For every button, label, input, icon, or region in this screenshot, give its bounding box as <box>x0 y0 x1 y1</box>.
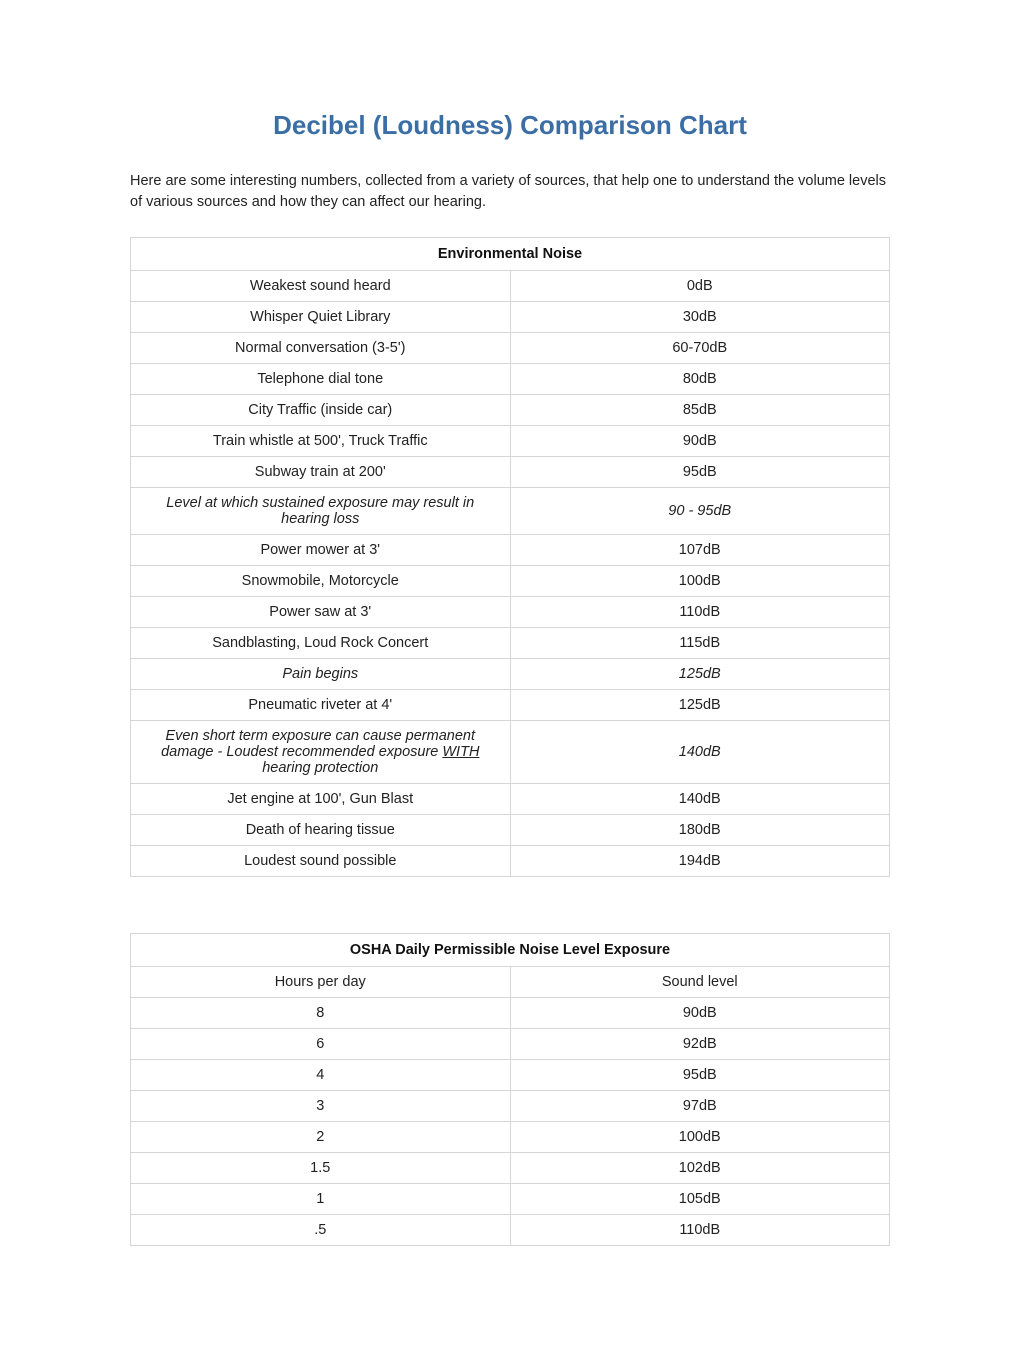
env-row-value: 107dB <box>510 535 890 566</box>
env-row-value: 85dB <box>510 395 890 426</box>
table-row: Telephone dial tone80dB <box>131 364 890 395</box>
table-row: Level at which sustained exposure may re… <box>131 488 890 535</box>
env-table-header: Environmental Noise <box>131 238 890 271</box>
table-row: Train whistle at 500', Truck Traffic90dB <box>131 426 890 457</box>
env-row-value: 30dB <box>510 302 890 333</box>
osha-row-hours: .5 <box>131 1215 511 1246</box>
table-row: Loudest sound possible194dB <box>131 846 890 877</box>
env-row-label: Sandblasting, Loud Rock Concert <box>131 628 511 659</box>
env-row-label: Level at which sustained exposure may re… <box>131 488 511 535</box>
env-row-value: 95dB <box>510 457 890 488</box>
table-row: Subway train at 200'95dB <box>131 457 890 488</box>
osha-row-level: 92dB <box>510 1029 890 1060</box>
osha-table: OSHA Daily Permissible Noise Level Expos… <box>130 933 890 1246</box>
table-row: Jet engine at 100', Gun Blast140dB <box>131 784 890 815</box>
osha-row-level: 97dB <box>510 1091 890 1122</box>
osha-table-header: OSHA Daily Permissible Noise Level Expos… <box>131 934 890 967</box>
env-row-value: 194dB <box>510 846 890 877</box>
env-row-value: 0dB <box>510 271 890 302</box>
env-row-value: 115dB <box>510 628 890 659</box>
env-row-label-pre: Even short term exposure can cause perma… <box>161 728 475 760</box>
env-row-label: Pneumatic riveter at 4' <box>131 690 511 721</box>
table-row: 890dB <box>131 998 890 1029</box>
table-row: Death of hearing tissue180dB <box>131 815 890 846</box>
env-row-label: Snowmobile, Motorcycle <box>131 566 511 597</box>
table-row: 692dB <box>131 1029 890 1060</box>
env-row-label: Jet engine at 100', Gun Blast <box>131 784 511 815</box>
env-row-label: City Traffic (inside car) <box>131 395 511 426</box>
env-row-label: Loudest sound possible <box>131 846 511 877</box>
env-row-value: 125dB <box>510 690 890 721</box>
page-title: Decibel (Loudness) Comparison Chart <box>130 110 890 141</box>
table-row: Sandblasting, Loud Rock Concert115dB <box>131 628 890 659</box>
table-row: .5110dB <box>131 1215 890 1246</box>
env-row-label: Power saw at 3' <box>131 597 511 628</box>
env-row-value: 90dB <box>510 426 890 457</box>
env-row-label-underline: WITH <box>442 744 479 760</box>
table-row: Pain begins125dB <box>131 659 890 690</box>
table-row: 397dB <box>131 1091 890 1122</box>
table-row: Snowmobile, Motorcycle100dB <box>131 566 890 597</box>
osha-row-hours: 2 <box>131 1122 511 1153</box>
env-row-label: Telephone dial tone <box>131 364 511 395</box>
table-row: Pneumatic riveter at 4'125dB <box>131 690 890 721</box>
osha-row-hours: 3 <box>131 1091 511 1122</box>
osha-col2-label: Sound level <box>510 967 890 998</box>
env-row-value: 180dB <box>510 815 890 846</box>
env-row-label: Train whistle at 500', Truck Traffic <box>131 426 511 457</box>
env-row-value: 90 - 95dB <box>510 488 890 535</box>
osha-row-level: 95dB <box>510 1060 890 1091</box>
osha-col1-label: Hours per day <box>131 967 511 998</box>
osha-row-level: 102dB <box>510 1153 890 1184</box>
osha-row-hours: 6 <box>131 1029 511 1060</box>
table-row: 2100dB <box>131 1122 890 1153</box>
env-row-label: Death of hearing tissue <box>131 815 511 846</box>
env-row-label: Subway train at 200' <box>131 457 511 488</box>
table-row: Weakest sound heard0dB <box>131 271 890 302</box>
table-row: City Traffic (inside car)85dB <box>131 395 890 426</box>
env-row-label: Power mower at 3' <box>131 535 511 566</box>
env-row-label: Pain begins <box>131 659 511 690</box>
table-row: Whisper Quiet Library30dB <box>131 302 890 333</box>
osha-row-hours: 1 <box>131 1184 511 1215</box>
env-row-label-post: hearing protection <box>262 760 378 776</box>
osha-row-level: 100dB <box>510 1122 890 1153</box>
intro-paragraph: Here are some interesting numbers, colle… <box>130 171 890 213</box>
table-row: Power saw at 3'110dB <box>131 597 890 628</box>
env-row-value: 125dB <box>510 659 890 690</box>
osha-row-hours: 8 <box>131 998 511 1029</box>
env-row-value: 140dB <box>510 784 890 815</box>
osha-subheader-row: Hours per day Sound level <box>131 967 890 998</box>
table-row: 495dB <box>131 1060 890 1091</box>
environmental-noise-table: Environmental Noise Weakest sound heard0… <box>130 237 890 877</box>
document-page: Decibel (Loudness) Comparison Chart Here… <box>0 0 1020 1362</box>
env-row-value: 60-70dB <box>510 333 890 364</box>
env-row-label: Weakest sound heard <box>131 271 511 302</box>
table-row: 1105dB <box>131 1184 890 1215</box>
osha-row-hours: 4 <box>131 1060 511 1091</box>
env-row-value: 100dB <box>510 566 890 597</box>
osha-row-level: 110dB <box>510 1215 890 1246</box>
table-row: Power mower at 3'107dB <box>131 535 890 566</box>
table-row: Normal conversation (3-5')60-70dB <box>131 333 890 364</box>
env-row-value: 140dB <box>510 721 890 784</box>
env-row-value: 110dB <box>510 597 890 628</box>
env-row-label: Even short term exposure can cause perma… <box>131 721 511 784</box>
env-row-label: Whisper Quiet Library <box>131 302 511 333</box>
osha-row-level: 90dB <box>510 998 890 1029</box>
env-row-label: Normal conversation (3-5') <box>131 333 511 364</box>
table-row: Even short term exposure can cause perma… <box>131 721 890 784</box>
env-row-value: 80dB <box>510 364 890 395</box>
osha-row-level: 105dB <box>510 1184 890 1215</box>
osha-row-hours: 1.5 <box>131 1153 511 1184</box>
table-row: 1.5102dB <box>131 1153 890 1184</box>
